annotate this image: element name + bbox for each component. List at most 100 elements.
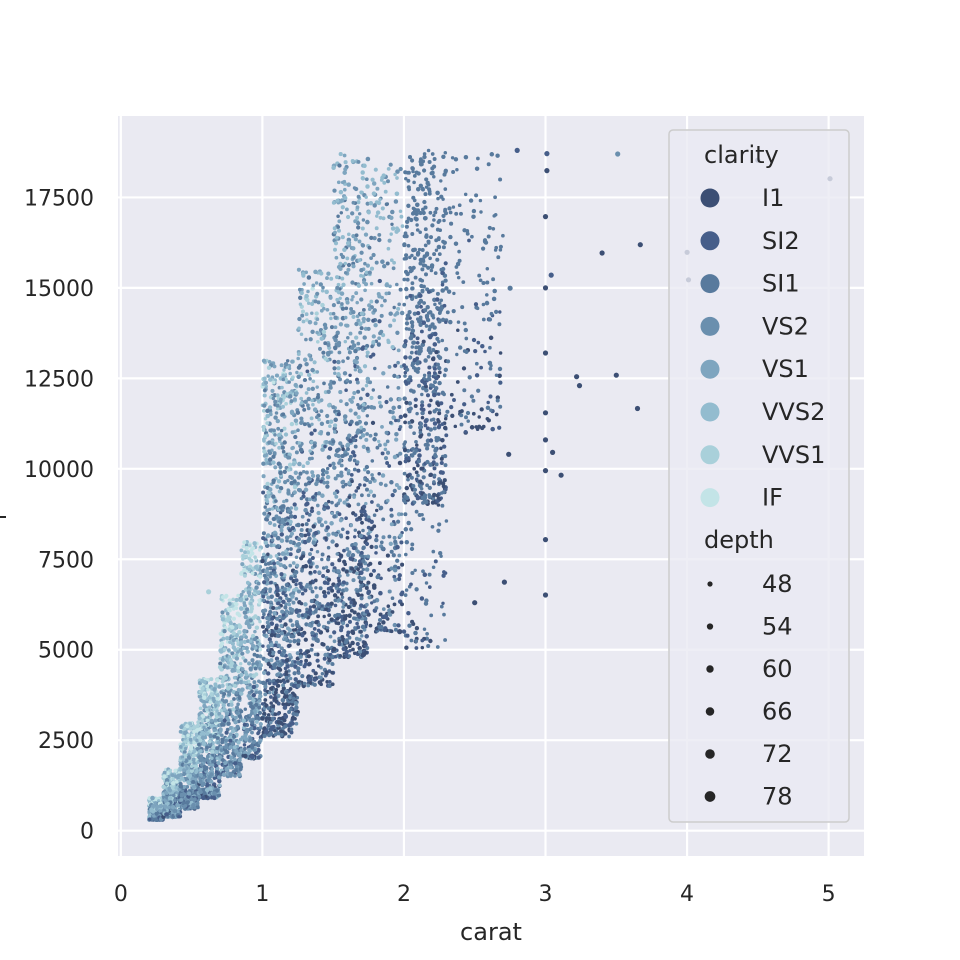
data-point xyxy=(232,745,237,750)
data-point xyxy=(243,675,249,680)
data-point xyxy=(315,395,320,400)
data-point xyxy=(251,692,257,698)
data-point xyxy=(215,766,220,771)
data-point xyxy=(274,499,278,503)
data-point xyxy=(346,182,351,187)
data-point xyxy=(218,755,223,759)
data-point xyxy=(400,602,404,607)
data-point xyxy=(311,283,316,288)
data-point xyxy=(307,662,311,667)
data-point xyxy=(248,666,253,671)
data-point xyxy=(307,497,312,502)
data-point xyxy=(185,723,190,729)
data-point xyxy=(382,264,387,269)
data-point xyxy=(390,345,395,350)
data-point xyxy=(328,463,332,468)
data-point xyxy=(367,270,372,275)
data-point xyxy=(371,339,376,345)
data-point xyxy=(253,666,258,671)
data-point xyxy=(220,722,225,727)
data-point xyxy=(331,405,336,410)
data-point xyxy=(252,637,257,642)
data-point xyxy=(274,411,279,415)
data-point xyxy=(398,287,403,292)
data-point xyxy=(268,487,273,492)
data-point xyxy=(200,686,205,691)
data-point xyxy=(362,308,366,312)
data-point xyxy=(266,374,270,378)
data-point xyxy=(368,201,374,206)
data-point xyxy=(202,703,207,709)
data-point xyxy=(374,534,379,538)
data-point xyxy=(324,565,329,570)
data-point xyxy=(284,535,290,540)
data-point xyxy=(315,385,319,389)
data-point xyxy=(239,709,244,714)
data-point xyxy=(288,618,293,623)
data-point xyxy=(262,376,267,381)
data-point xyxy=(417,300,422,306)
data-point xyxy=(332,630,337,635)
data-point xyxy=(358,330,363,335)
data-point xyxy=(271,460,276,465)
data-point xyxy=(436,244,442,250)
data-point xyxy=(182,768,186,772)
data-point xyxy=(297,541,302,547)
data-point xyxy=(371,318,375,323)
data-point xyxy=(346,356,350,360)
data-point xyxy=(375,210,381,215)
data-point xyxy=(369,299,374,304)
data-point xyxy=(273,399,278,404)
data-point xyxy=(316,664,321,668)
data-point xyxy=(392,488,397,493)
data-point xyxy=(340,595,345,600)
data-point xyxy=(353,219,358,224)
data-point xyxy=(358,396,363,401)
data-point xyxy=(354,233,359,238)
data-point xyxy=(228,738,233,743)
data-point xyxy=(386,498,390,503)
data-point xyxy=(237,696,242,701)
data-point xyxy=(243,737,249,742)
data-point xyxy=(346,471,351,476)
data-point xyxy=(439,194,444,199)
data-point xyxy=(238,767,243,771)
data-point xyxy=(423,227,428,232)
data-point xyxy=(154,812,159,816)
data-point xyxy=(269,658,274,663)
data-point xyxy=(348,380,353,384)
data-point xyxy=(230,641,236,646)
data-point xyxy=(262,733,267,739)
data-point xyxy=(369,256,373,260)
data-point xyxy=(336,264,342,270)
data-point xyxy=(212,776,217,781)
data-point xyxy=(272,561,277,566)
data-point xyxy=(303,482,308,487)
data-point xyxy=(245,550,251,555)
data-point xyxy=(302,357,308,362)
data-point xyxy=(326,602,331,607)
data-point xyxy=(241,544,246,549)
data-point xyxy=(344,402,349,407)
data-point xyxy=(275,544,280,549)
data-point xyxy=(219,667,224,672)
data-point xyxy=(326,545,331,550)
data-point xyxy=(288,563,293,568)
data-point xyxy=(279,652,284,657)
data-point xyxy=(388,397,394,402)
data-point xyxy=(352,453,357,458)
data-point xyxy=(430,152,435,156)
data-point xyxy=(258,722,263,727)
data-point xyxy=(319,409,324,414)
data-point xyxy=(389,566,394,571)
data-point xyxy=(270,716,275,721)
data-point xyxy=(377,336,381,341)
data-point xyxy=(353,349,358,354)
data-point xyxy=(263,505,267,509)
data-point xyxy=(397,460,403,466)
data-point xyxy=(275,592,280,598)
data-point xyxy=(336,180,341,185)
data-point xyxy=(421,475,426,480)
data-point xyxy=(279,732,284,737)
data-point xyxy=(240,735,245,740)
